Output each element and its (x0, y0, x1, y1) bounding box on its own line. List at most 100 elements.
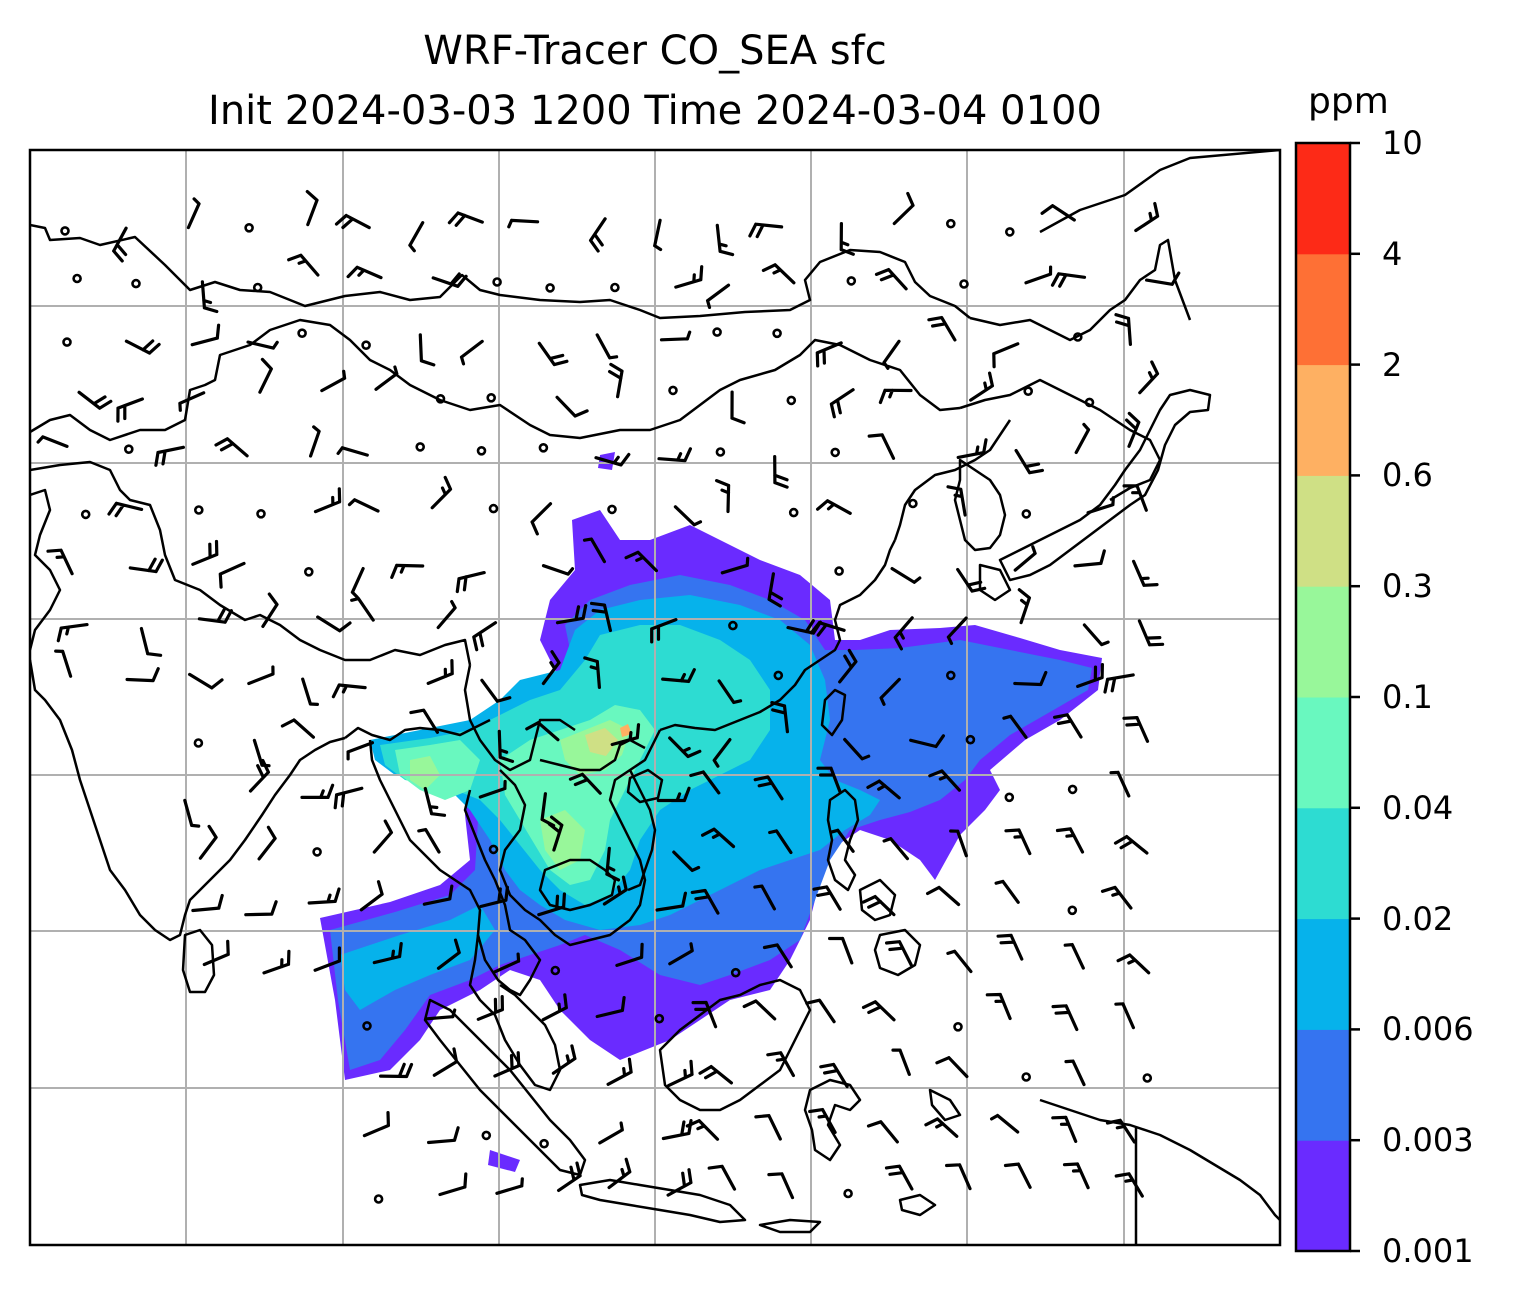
wind-barb (1014, 448, 1044, 475)
calm-wind-circle (1004, 792, 1015, 803)
lesser-sunda (758, 1218, 822, 1234)
wind-barb (720, 556, 750, 575)
wind-barb (1122, 484, 1148, 512)
calm-wind-circle (476, 445, 487, 456)
wind-barb (770, 701, 789, 734)
calm-wind-circle (959, 279, 969, 289)
wind-barb (893, 616, 914, 651)
colorbar-unit-label: ppm (1308, 81, 1389, 122)
calm-wind-circle (80, 509, 91, 520)
wind-barb (125, 667, 160, 683)
wind-barb (423, 786, 447, 817)
map-gridlines (30, 150, 1280, 1245)
wind-barb (320, 369, 347, 393)
luzon (826, 788, 860, 892)
wind-barb (1055, 827, 1085, 854)
wind-barb (359, 880, 384, 912)
calm-wind-circle (772, 328, 782, 339)
wind-barb (262, 949, 291, 975)
wind-barb (309, 425, 321, 458)
wind-barb (1138, 360, 1160, 395)
vietnam-coast (659, 539, 897, 732)
wind-barb (408, 221, 425, 253)
wind-barb (1134, 201, 1160, 233)
wind-barb (188, 672, 224, 690)
wind-barb (767, 1172, 795, 1200)
wind-barb (691, 1000, 718, 1029)
wind-barb (884, 1164, 914, 1191)
borneo (658, 978, 812, 1112)
wind-barb (191, 893, 224, 913)
wind-barb (701, 827, 736, 849)
calm-wind-circle (256, 508, 266, 519)
wind-barb (819, 1062, 849, 1089)
wind-barb (478, 779, 507, 799)
wind-barb (715, 479, 731, 514)
wind-barb (1040, 204, 1076, 222)
wind-barb (762, 943, 793, 969)
colorbar-tick-label: 10 (1382, 124, 1423, 162)
calm-wind-circle (908, 498, 918, 509)
wind-barb (657, 447, 692, 463)
calm-wind-circle (361, 340, 371, 351)
wind-barb (829, 388, 855, 419)
calm-wind-circle (786, 395, 797, 406)
wind-barb (706, 283, 731, 309)
colorbar-tick-label: 0.006 (1382, 1010, 1474, 1049)
wind-barb (1003, 1162, 1032, 1189)
wind-barb (1103, 673, 1135, 694)
wind-barb (674, 265, 704, 289)
wind-barb (892, 191, 915, 226)
chart-subtitle: Init 2024-03-03 1200 Time 2024-03-04 010… (208, 88, 1102, 134)
calm-wind-circle (712, 327, 722, 337)
wind-barb (809, 621, 846, 637)
wind-barb (107, 501, 144, 518)
wind-barb (186, 197, 201, 230)
wind-barb (530, 502, 553, 536)
calm-wind-circle (1073, 332, 1083, 342)
wind-barb (390, 563, 425, 579)
wind-barb (417, 828, 441, 854)
calm-wind-circle (492, 277, 502, 287)
colorbar-tick-label: 0.6 (1382, 456, 1433, 495)
wind-barb (994, 879, 1020, 904)
calm-wind-circle (193, 738, 204, 748)
wind-barb (261, 592, 279, 628)
wind-barb (1109, 770, 1131, 798)
colorbar-tick-label: 4 (1382, 234, 1403, 273)
wind-barb (46, 548, 74, 576)
india-china-border (30, 460, 472, 666)
wind-barb (878, 388, 913, 405)
wind-barb (867, 433, 896, 460)
wind-barb (347, 498, 380, 513)
calm-wind-circle (1021, 509, 1032, 519)
wind-barb (949, 829, 968, 858)
wind-barb (768, 829, 793, 855)
wind-barb (128, 557, 164, 574)
wind-barb (838, 648, 858, 684)
calm-wind-circle (297, 328, 307, 339)
wind-barb (56, 623, 89, 643)
timor (898, 1193, 937, 1217)
wind-barb (427, 1126, 460, 1145)
wind-barb (689, 770, 721, 795)
wind-barb (985, 992, 1012, 1021)
wind-barb (655, 891, 687, 912)
wind-barb (480, 678, 512, 703)
wind-barb (667, 1059, 694, 1088)
colorbar-tick-label: 0.001 (1382, 1232, 1474, 1270)
calm-wind-circle (545, 283, 555, 293)
wind-barb (839, 222, 855, 256)
calm-wind-circle (550, 965, 561, 976)
calm-wind-circle (945, 218, 956, 229)
wind-barb (753, 775, 784, 801)
calm-wind-circle (715, 447, 726, 457)
wind-barb (479, 885, 509, 909)
wind-barb (178, 391, 206, 412)
wind-barb (1064, 1059, 1086, 1087)
wind-barb (668, 736, 702, 759)
wind-barb (537, 892, 566, 917)
wind-barb (606, 1057, 633, 1086)
wind-barb (690, 888, 720, 915)
